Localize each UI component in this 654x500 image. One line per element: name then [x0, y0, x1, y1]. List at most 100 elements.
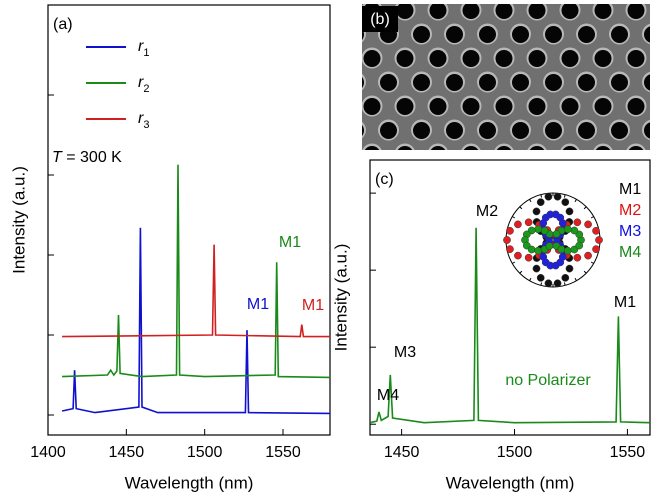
- polar-tick: [519, 270, 523, 274]
- spectrum-line: [62, 244, 330, 338]
- polar-dot: [527, 245, 536, 254]
- sem-hole: [396, 98, 414, 115]
- sem-hole: [627, 4, 645, 19]
- x-axis-label: Wavelength (nm): [446, 473, 575, 492]
- polar-tick: [574, 199, 577, 203]
- sem-hole: [496, 146, 512, 150]
- panel-label: (b): [370, 11, 390, 28]
- sem-hole: [528, 4, 546, 19]
- sem-hole: [644, 26, 650, 43]
- y-axis-label: Intensity (a.u.): [331, 244, 350, 352]
- legend-label: r3: [138, 110, 149, 131]
- polar-dot: [532, 207, 541, 216]
- sem-image: [329, 4, 650, 163]
- sem-hole: [495, 98, 513, 115]
- plot-frame: [369, 159, 651, 436]
- x-tick-label: 1450: [109, 444, 145, 461]
- sem-hole: [578, 122, 595, 139]
- x-axis-label: Wavelength (nm): [125, 473, 254, 492]
- x-tick-label: 1500: [497, 444, 533, 461]
- sem-hole: [462, 98, 480, 115]
- inset-legend-label: M1: [619, 181, 641, 198]
- x-tick-label: 1500: [187, 444, 223, 461]
- sem-hole: [562, 146, 578, 150]
- sem-hole: [463, 146, 479, 150]
- polar-tick: [519, 206, 523, 210]
- polar-dot: [592, 226, 600, 235]
- sem-hole: [462, 50, 480, 67]
- sem-hole: [479, 122, 496, 139]
- sem-hole: [331, 146, 348, 163]
- sem-hole: [627, 50, 645, 67]
- sem-hole: [578, 26, 595, 43]
- sem-hole: [611, 26, 628, 43]
- x-tick-label: 1450: [384, 444, 420, 461]
- sem-hole: [644, 74, 650, 91]
- polar-dot: [553, 279, 562, 288]
- polar-dot: [565, 264, 574, 273]
- sem-hole: [429, 50, 447, 67]
- polar-dot: [536, 198, 545, 206]
- sem-hole: [331, 98, 348, 115]
- plot-frame: [47, 4, 331, 436]
- sem-hole: [396, 4, 414, 19]
- sem-hole: [644, 122, 650, 139]
- spectrum-line: [62, 164, 331, 379]
- polar-tick: [583, 206, 587, 210]
- sem-hole: [479, 26, 496, 43]
- sem-hole: [479, 74, 496, 91]
- sem-hole: [545, 122, 562, 139]
- sem-hole-rim: [329, 48, 350, 69]
- polar-dot: [573, 218, 582, 227]
- spectrum-line: [61, 227, 331, 415]
- peak-annotation: M3: [394, 344, 416, 361]
- sem-hole: [545, 74, 562, 91]
- sem-hole: [362, 29, 364, 40]
- sem-hole: [595, 146, 611, 150]
- polar-dot: [584, 220, 592, 229]
- sem-hole: [446, 74, 463, 91]
- polar-dot: [561, 274, 570, 282]
- sem-hole: [413, 26, 430, 43]
- polar-dot: [534, 225, 543, 234]
- sem-hole: [462, 4, 480, 19]
- sem-hole: [528, 98, 546, 115]
- polar-dot: [503, 236, 511, 244]
- polar-dot: [573, 253, 582, 262]
- sem-hole: [545, 26, 562, 43]
- polar-dot: [592, 245, 600, 254]
- sem-hole: [413, 74, 430, 91]
- series-label: no Polarizer: [505, 372, 591, 389]
- sem-hole-rim: [329, 96, 350, 117]
- sem-hole: [446, 26, 463, 43]
- polar-tick: [529, 277, 532, 281]
- polar-tick: [583, 270, 587, 274]
- polar-dot: [595, 236, 603, 244]
- sem-hole: [446, 122, 463, 139]
- panel-label: (a): [53, 16, 73, 33]
- temperature-note: T = 300 K: [52, 149, 122, 166]
- polar-dot: [506, 226, 514, 235]
- sem-hole: [512, 26, 529, 43]
- polar-dot: [561, 198, 570, 206]
- sem-hole: [397, 146, 413, 150]
- polar-dot: [524, 218, 533, 227]
- polar-tick: [563, 282, 566, 286]
- sem-hole: [561, 50, 579, 67]
- sem-hole: [594, 98, 612, 115]
- inset-legend-label: M3: [619, 223, 641, 240]
- legend-label: r1: [138, 38, 149, 59]
- peak-annotation: M4: [377, 387, 399, 404]
- sem-hole: [627, 98, 645, 115]
- polar-tick: [540, 282, 543, 286]
- sem-hole: [362, 77, 364, 88]
- polar-dot: [565, 207, 574, 216]
- sem-hole: [363, 50, 381, 67]
- sem-hole: [594, 50, 612, 67]
- polar-dot: [544, 192, 553, 201]
- sem-hole: [364, 146, 380, 150]
- polar-tick: [512, 261, 516, 264]
- polar-tick: [563, 194, 566, 198]
- inset-legend-label: M4: [619, 244, 641, 261]
